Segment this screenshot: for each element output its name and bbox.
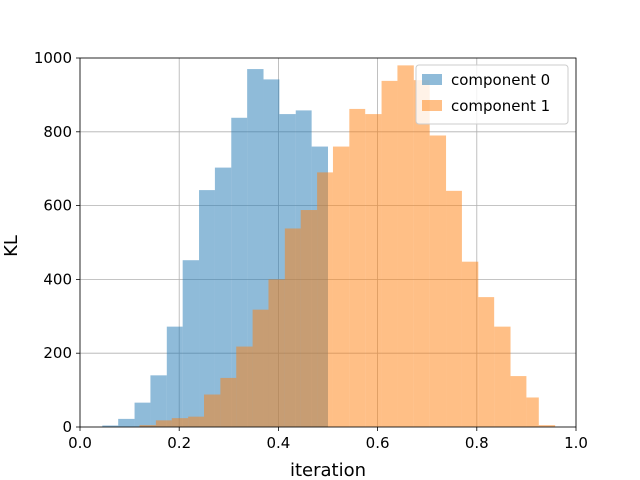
axes: 0.0 0.2 0.4 0.6 0.8 1.0 0 200 400 600 800 1000 [34,49,588,452]
histogram-bar [166,326,183,427]
legend-swatch [422,74,442,85]
histogram-bar [413,80,430,427]
x-tick-label: 0.6 [366,434,390,452]
histogram-bar [139,425,156,427]
histogram-bar [317,172,333,427]
histogram-bar [155,420,172,427]
histogram-bar [214,167,232,427]
plot-frame [79,57,577,428]
legend-swatch [422,100,442,111]
histogram-bar [429,135,447,428]
y-tick-label: 600 [43,197,72,215]
histogram-bar [446,190,462,427]
histogram-bar [381,80,398,428]
histogram-bar [268,279,285,427]
histogram-bar [510,376,527,427]
x-tick-label: 0.4 [266,434,290,452]
x-tick-label: 0.8 [465,434,489,452]
legend-box [415,64,569,125]
histogram-bar [284,228,301,427]
histogram-bar [204,394,221,427]
y-tick-label: 0 [62,418,72,436]
histogram-bar [118,418,135,427]
x-axis-label: iteration [290,460,366,480]
legend-label: component 0 [451,71,550,89]
histogram-bar [134,402,151,427]
x-tick-label: 0.0 [68,434,92,452]
histogram-bar [526,397,539,427]
y-tick-label: 200 [43,344,72,362]
histogram-bar [538,425,556,427]
histogram-bar [397,65,414,427]
histogram-bar [171,418,189,427]
y-tick-label: 400 [43,270,72,288]
histogram-bar [236,346,253,427]
histogram-bar [300,210,318,427]
histogram-bars [102,65,556,428]
histogram-bar [102,425,119,427]
histogram-bar [365,114,382,427]
histogram-bar [182,260,200,427]
legend: component 0 component 1 [415,64,569,125]
histogram-bar [349,108,366,427]
histogram-bar [188,416,204,427]
histogram-bar [199,190,215,427]
histogram-bar [252,309,269,427]
histogram-bar [478,297,495,427]
histogram-bar [220,377,237,427]
histogram-bar [150,375,167,427]
histogram-bar [332,146,350,427]
y-tick-label: 800 [43,123,72,141]
y-tick-label: 1000 [34,49,72,67]
histogram-bar [461,261,479,427]
y-axis-label: KL [1,235,22,257]
legend-label: component 1 [451,97,550,115]
histogram-bar [494,326,511,427]
x-tick-label: 1.0 [564,434,588,452]
x-tick-label: 0.2 [167,434,191,452]
